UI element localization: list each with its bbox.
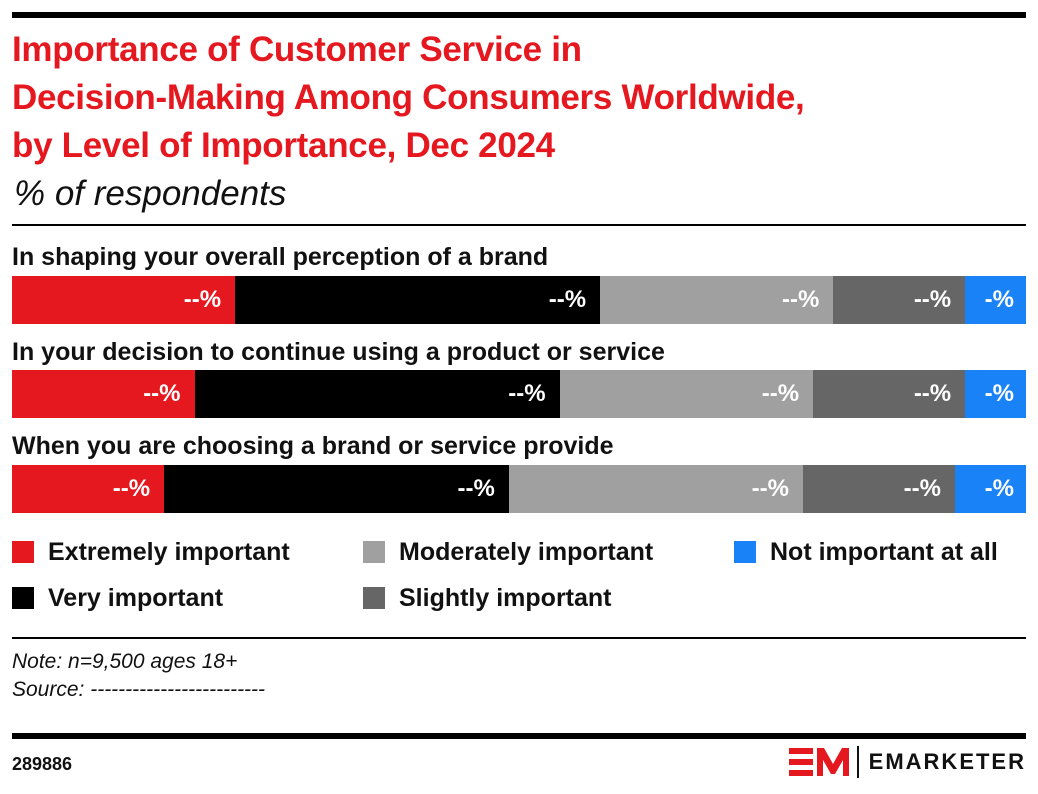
data-label: --% [903,475,941,502]
category-label: In shaping your overall perception of a … [12,243,549,271]
data-label: --% [761,380,800,407]
brand-logo: EMARKETER [788,746,1026,778]
legend-label: Not important at all [770,538,998,566]
data-label: -% [984,286,1014,313]
bar-segment: --% [12,276,236,324]
bottom-rule [12,733,1026,739]
data-label: --% [112,475,151,502]
bar-segment: -% [955,465,1026,513]
data-label: --% [457,475,495,502]
data-label: --% [782,286,820,313]
category-label: In your decision to continue using a pro… [12,338,665,366]
data-label: --% [548,286,587,313]
data-label: --% [508,380,546,407]
legend-swatch [734,541,756,563]
data-label: --% [913,286,952,313]
chart-title-line: Importance of Customer Service in [12,30,582,69]
bar-segment: --% [813,370,966,418]
legend-item: Slightly important [363,582,612,614]
brand-name: EMARKETER [868,749,1026,774]
legend-item: Moderately important [363,536,653,568]
legend-swatch [363,541,385,563]
bar-segment: --% [12,465,165,513]
chart-title: Importance of Customer Service in Decisi… [12,26,1026,170]
source-text: Source: ------------------------- [12,678,266,701]
data-label: --% [913,380,952,407]
stacked-bar: --% --% --% --% -% [12,276,1026,324]
legend-swatch [12,541,34,563]
data-label: --% [183,286,222,313]
logo-separator [856,746,859,778]
bar-segment: --% [12,370,195,418]
chart-title-line: by Level of Importance, Dec 2024 [12,126,555,165]
bar-segment: -% [965,370,1026,418]
legend-label: Extremely important [48,538,290,566]
bar-segment: --% [833,276,966,324]
stacked-bar: --% --% --% --% -% [12,370,1026,418]
legend-label: Moderately important [399,538,654,566]
note-text: Note: n=9,500 ages 18+ [12,650,238,673]
data-label: --% [751,475,789,502]
chart-id: 289886 [12,754,73,774]
divider [12,224,1026,226]
emarketer-logo-icon [788,748,849,776]
top-rule [12,12,1026,18]
bar-segment: --% [600,276,834,324]
data-label: -% [984,380,1014,407]
bar-segment: --% [802,465,955,513]
legend-swatch [12,587,34,609]
legend-label: Very important [48,584,224,612]
legend-swatch [363,587,385,609]
divider [12,637,1026,639]
bar-segment: --% [164,465,509,513]
bar-segment: --% [508,465,803,513]
category-label: When you are choosing a brand or service… [12,432,614,460]
data-label: --% [143,380,181,407]
bar-segment: --% [235,276,601,324]
stacked-bar: --% --% --% --% -% [12,465,1026,513]
bar-segment: --% [559,370,814,418]
legend-label: Slightly important [399,584,612,612]
bar-segment: -% [965,276,1026,324]
legend-item: Very important [12,582,223,614]
chart-title-line: Decision-Making Among Consumers Worldwid… [12,78,805,117]
chart-subtitle: % of respondents [14,174,287,213]
legend-item: Not important at all [734,536,998,568]
data-label: -% [984,475,1014,502]
legend-item: Extremely important [12,536,290,568]
bar-segment: --% [194,370,560,418]
